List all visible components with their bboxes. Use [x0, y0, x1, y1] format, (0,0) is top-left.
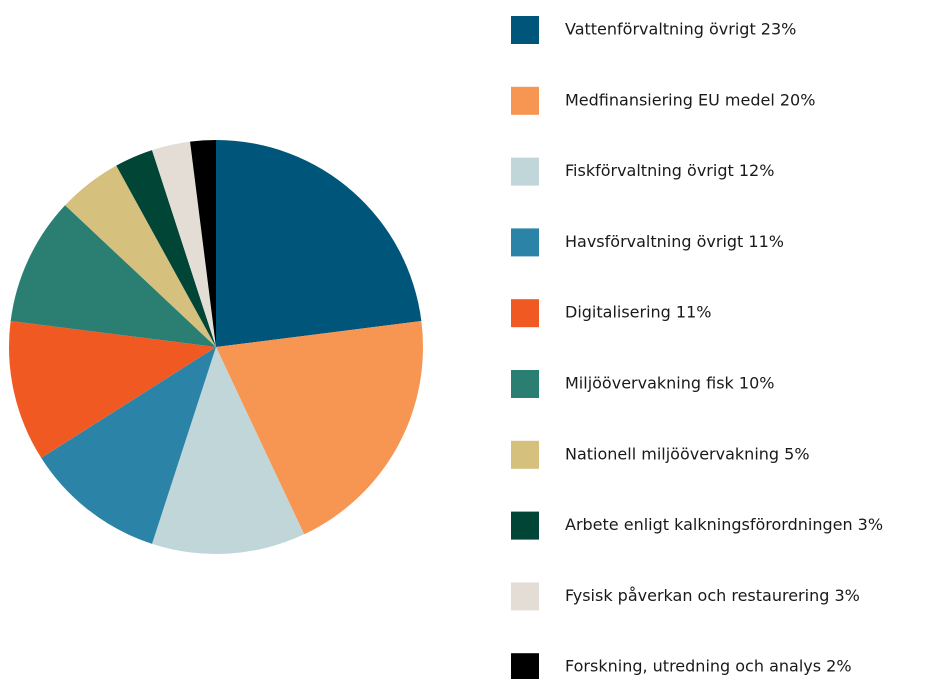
- legend-label: Vattenförvaltning övrigt 23%: [565, 20, 796, 39]
- legend-swatch: [511, 86, 539, 115]
- legend-label: Miljöövervakning fisk 10%: [565, 374, 774, 393]
- legend-swatch: [511, 299, 539, 328]
- pie-slice: [216, 321, 423, 535]
- pie-slice: [152, 347, 305, 555]
- legend-label: Forskning, utredning och analys 2%: [565, 657, 852, 676]
- legend-swatch: [511, 440, 539, 469]
- legend-swatch: [511, 228, 539, 257]
- pie-slice: [65, 165, 217, 347]
- legend-label: Fysisk påverkan och restaurering 3%: [565, 586, 860, 605]
- legend-swatch: [511, 653, 539, 679]
- pie-slice: [190, 140, 216, 347]
- legend-label: Digitalisering 11%: [565, 303, 711, 322]
- legend-label: Havsförvaltning övrigt 11%: [565, 232, 784, 251]
- legend-swatch: [511, 16, 539, 44]
- pie-slice: [152, 141, 216, 347]
- legend-swatch: [511, 511, 539, 540]
- pie-slice: [116, 150, 216, 347]
- pie-slice: [10, 205, 216, 347]
- legend-label: Fiskförvaltning övrigt 12%: [565, 161, 774, 180]
- pie-slice: [41, 347, 216, 544]
- legend-label: Nationell miljöövervakning 5%: [565, 444, 810, 463]
- legend-label: Medfinansiering EU medel 20%: [565, 90, 815, 109]
- pie-slice: [216, 140, 422, 347]
- legend-label: Arbete enligt kalkningsförordningen 3%: [565, 515, 883, 534]
- pie-slice: [9, 321, 217, 458]
- legend-swatch: [511, 582, 539, 611]
- legend-swatch: [511, 157, 539, 186]
- legend-swatch: [511, 370, 539, 398]
